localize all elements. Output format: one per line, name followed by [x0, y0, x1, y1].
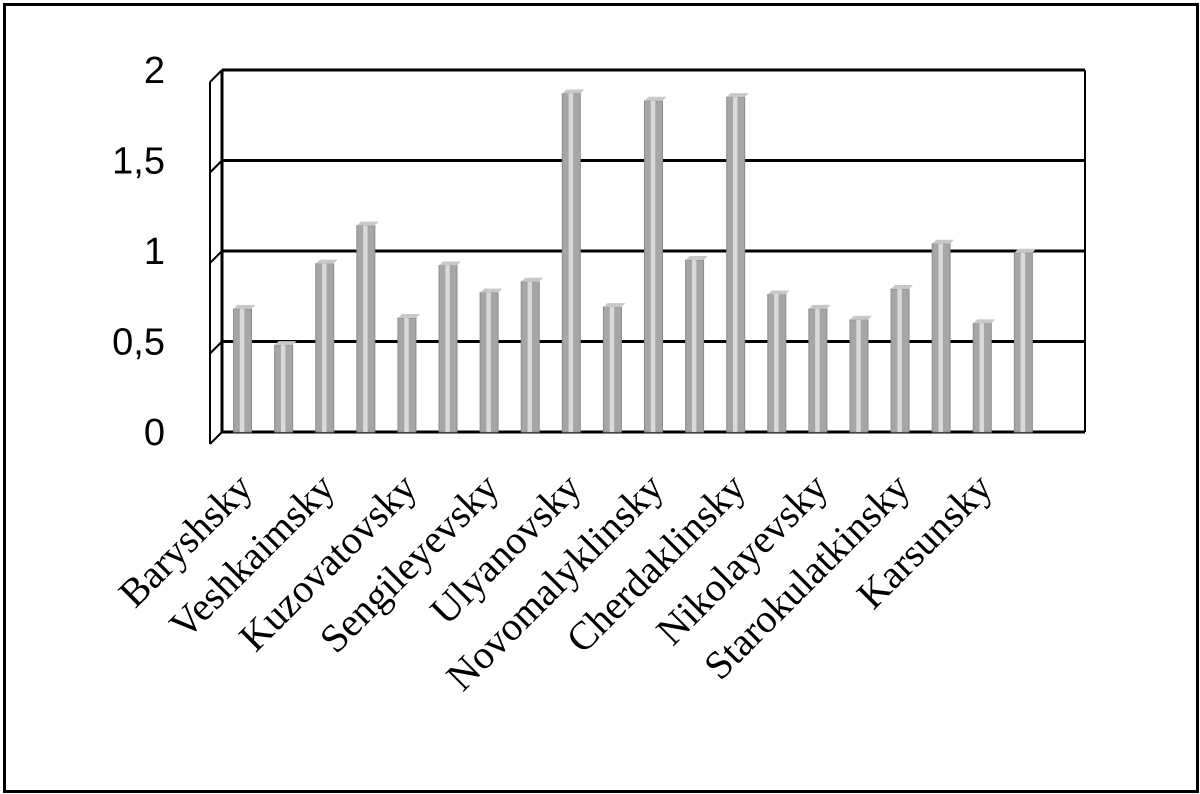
bar: [808, 304, 831, 433]
gridline-depth: [209, 250, 223, 264]
bar: [233, 304, 256, 433]
bar: [356, 221, 379, 433]
bar: [931, 239, 955, 433]
bar: [767, 290, 790, 433]
bar: [644, 96, 667, 433]
bar: [602, 303, 626, 433]
bar: [1013, 248, 1037, 433]
gridline-depth: [209, 431, 223, 445]
y-tick-label: 1: [144, 231, 165, 273]
bar: [438, 261, 462, 433]
bar: [685, 256, 708, 433]
bar: [726, 93, 749, 433]
bar: [849, 315, 872, 433]
y-axis-ticks: 0 0,5 1 1,5 2: [112, 50, 165, 454]
y-tick-label: 2: [144, 50, 165, 92]
bar: [561, 89, 585, 433]
gridline-depth: [209, 340, 223, 355]
bar: [479, 288, 503, 433]
y-tick-label: 0,5: [112, 322, 165, 364]
gridline-depth: [209, 69, 223, 83]
bar: [972, 319, 996, 433]
y-tick-label: 0: [144, 412, 165, 454]
bar: [397, 313, 420, 433]
bar: [274, 341, 297, 433]
gridline-depth: [209, 159, 223, 174]
bar: [890, 285, 914, 433]
x-axis-ticks: BaryshskyVeshkaimskyKuzovatovskySengiley…: [110, 465, 1001, 700]
bars: [233, 89, 1037, 433]
chart-frame: [3, 3, 1199, 793]
bar: [315, 259, 338, 433]
bar: [520, 277, 544, 433]
y-tick-label: 1,5: [112, 141, 165, 183]
